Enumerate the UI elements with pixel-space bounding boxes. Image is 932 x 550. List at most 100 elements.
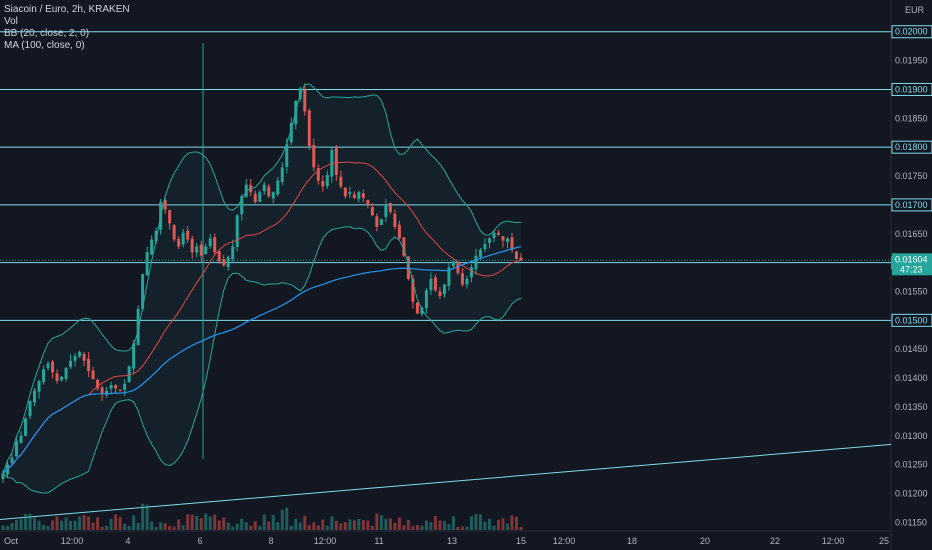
candle-body[interactable] <box>15 441 19 457</box>
current-price-tag[interactable] <box>892 253 932 276</box>
candle-body[interactable] <box>303 89 307 112</box>
candle-body[interactable] <box>339 176 343 187</box>
candle-body[interactable] <box>114 385 118 389</box>
candle-body[interactable] <box>289 122 293 143</box>
candle-body[interactable] <box>397 224 401 239</box>
candle-body[interactable] <box>492 232 496 238</box>
candle-body[interactable] <box>213 237 217 253</box>
legend-moving-average[interactable]: MA (100, close, 0) <box>4 40 85 51</box>
candle-body[interactable] <box>69 360 73 367</box>
candle-body[interactable] <box>285 144 289 167</box>
candle-body[interactable] <box>510 237 514 250</box>
candle-body[interactable] <box>262 184 266 192</box>
candle-body[interactable] <box>145 252 149 276</box>
candle-body[interactable] <box>42 369 46 383</box>
candle-body[interactable] <box>447 267 451 286</box>
candle-body[interactable] <box>177 239 181 247</box>
candle-body[interactable] <box>487 238 491 243</box>
candle-body[interactable] <box>438 291 442 297</box>
candle-body[interactable] <box>46 363 50 369</box>
candle-body[interactable] <box>478 249 482 257</box>
candle-body[interactable] <box>420 307 424 315</box>
candle-body[interactable] <box>235 215 239 247</box>
legend-bollinger-bands[interactable]: BB (20, close, 2, 0) <box>4 28 90 39</box>
candle-body[interactable] <box>316 168 320 181</box>
candle-body[interactable] <box>357 192 361 199</box>
candle-body[interactable] <box>163 200 167 210</box>
candle-body[interactable] <box>195 246 199 253</box>
candle-body[interactable] <box>384 204 388 218</box>
candle-body[interactable] <box>60 376 64 381</box>
candle-body[interactable] <box>141 274 145 309</box>
candle-body[interactable] <box>307 110 311 147</box>
candle-body[interactable] <box>33 390 37 403</box>
candle-body[interactable] <box>73 356 77 361</box>
candle-body[interactable] <box>258 192 262 202</box>
candle-body[interactable] <box>280 167 284 182</box>
candle-body[interactable] <box>370 207 374 216</box>
candle-body[interactable] <box>321 181 325 187</box>
candle-body[interactable] <box>388 202 392 212</box>
candle-body[interactable] <box>442 284 446 295</box>
candle-body[interactable] <box>82 353 86 361</box>
candle-body[interactable] <box>465 278 469 285</box>
candle-body[interactable] <box>514 251 518 260</box>
candle-body[interactable] <box>1 473 5 480</box>
candle-body[interactable] <box>123 383 127 390</box>
candle-body[interactable] <box>37 380 41 392</box>
currency-label[interactable]: EUR <box>905 5 925 15</box>
candle-body[interactable] <box>334 148 338 175</box>
candle-body[interactable] <box>496 232 500 235</box>
candle-body[interactable] <box>118 389 122 391</box>
legend-symbol[interactable]: Siacoin / Euro, 2h, KRAKEN <box>4 4 130 15</box>
candle-body[interactable] <box>109 384 113 389</box>
candle-body[interactable] <box>415 302 419 314</box>
candle-body[interactable] <box>433 277 437 291</box>
candle-body[interactable] <box>361 193 365 198</box>
candle-body[interactable] <box>519 257 523 261</box>
candle-body[interactable] <box>267 186 271 197</box>
candle-body[interactable] <box>226 256 230 268</box>
candle-body[interactable] <box>91 370 95 380</box>
candle-body[interactable] <box>469 267 473 278</box>
candle-body[interactable] <box>460 273 464 285</box>
trendline[interactable] <box>0 443 892 520</box>
candle-body[interactable] <box>150 239 154 255</box>
candle-body[interactable] <box>19 435 23 443</box>
candle-body[interactable] <box>393 213 397 227</box>
candle-body[interactable] <box>199 244 203 256</box>
candle-body[interactable] <box>132 343 136 369</box>
candle-body[interactable] <box>208 238 212 247</box>
candle-body[interactable] <box>379 219 383 226</box>
candle-body[interactable] <box>366 199 370 205</box>
candle-body[interactable] <box>78 352 82 357</box>
candle-body[interactable] <box>451 261 455 267</box>
candle-body[interactable] <box>231 246 235 260</box>
candle-body[interactable] <box>154 230 158 242</box>
candle-body[interactable] <box>64 367 68 379</box>
legend-volume[interactable]: Vol <box>4 16 18 27</box>
candle-body[interactable] <box>168 210 172 224</box>
candle-body[interactable] <box>424 290 428 309</box>
candle-body[interactable] <box>172 225 176 240</box>
candle-body[interactable] <box>325 174 329 187</box>
candle-body[interactable] <box>240 196 244 215</box>
candle-body[interactable] <box>343 187 347 197</box>
candle-body[interactable] <box>406 256 410 279</box>
candle-body[interactable] <box>55 373 59 381</box>
candle-body[interactable] <box>483 244 487 250</box>
candle-body[interactable] <box>253 193 257 203</box>
candle-body[interactable] <box>28 401 32 417</box>
candle-body[interactable] <box>348 192 352 195</box>
candle-body[interactable] <box>181 232 185 245</box>
candle-body[interactable] <box>352 194 356 198</box>
candle-body[interactable] <box>456 263 460 274</box>
candle-body[interactable] <box>474 255 478 270</box>
candle-body[interactable] <box>217 251 221 262</box>
candle-body[interactable] <box>190 238 194 253</box>
candle-body[interactable] <box>204 246 208 255</box>
candle-body[interactable] <box>501 236 505 241</box>
candle-body[interactable] <box>87 358 91 372</box>
candle-body[interactable] <box>429 278 433 291</box>
